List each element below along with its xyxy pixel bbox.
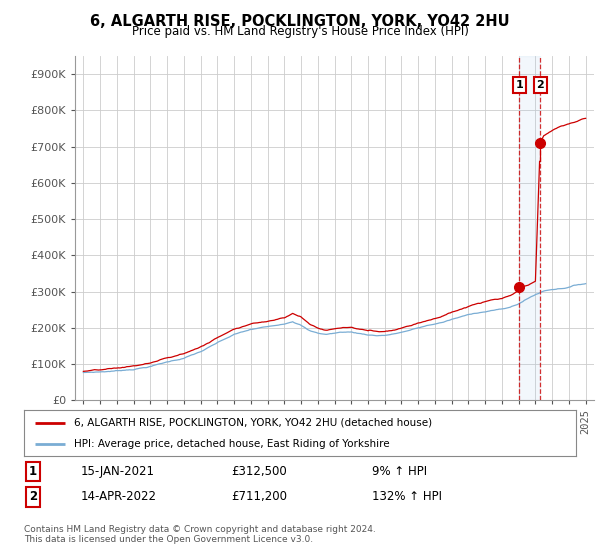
Text: Price paid vs. HM Land Registry's House Price Index (HPI): Price paid vs. HM Land Registry's House … [131, 25, 469, 39]
Text: 2: 2 [29, 490, 37, 503]
Text: £312,500: £312,500 [231, 465, 287, 478]
Text: 6, ALGARTH RISE, POCKLINGTON, YORK, YO42 2HU (detached house): 6, ALGARTH RISE, POCKLINGTON, YORK, YO42… [74, 418, 432, 428]
Text: HPI: Average price, detached house, East Riding of Yorkshire: HPI: Average price, detached house, East… [74, 439, 389, 449]
Text: 1: 1 [515, 80, 523, 90]
Text: Contains HM Land Registry data © Crown copyright and database right 2024.
This d: Contains HM Land Registry data © Crown c… [24, 525, 376, 544]
Text: 2: 2 [536, 80, 544, 90]
Text: 1: 1 [29, 465, 37, 478]
Text: £711,200: £711,200 [231, 490, 287, 503]
Text: 6, ALGARTH RISE, POCKLINGTON, YORK, YO42 2HU: 6, ALGARTH RISE, POCKLINGTON, YORK, YO42… [90, 14, 510, 29]
Text: 14-APR-2022: 14-APR-2022 [81, 490, 157, 503]
Bar [520, 56, 540, 400]
Text: 15-JAN-2021: 15-JAN-2021 [81, 465, 155, 478]
Text: 9% ↑ HPI: 9% ↑ HPI [372, 465, 427, 478]
Text: 132% ↑ HPI: 132% ↑ HPI [372, 490, 442, 503]
